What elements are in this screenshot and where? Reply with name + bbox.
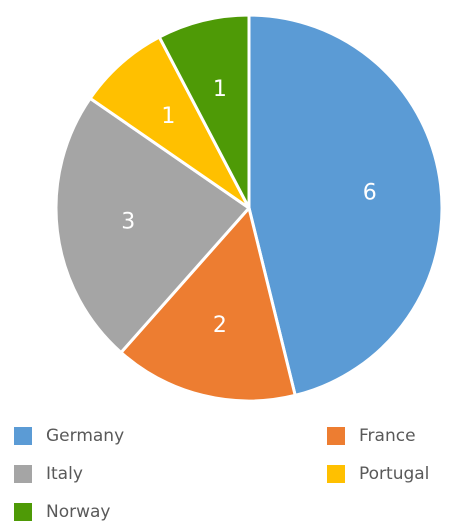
slice-label: 6 [363, 180, 377, 205]
legend-swatch [14, 465, 32, 483]
legend-swatch [14, 503, 32, 521]
legend-swatch [327, 465, 345, 483]
legend-label: Portugal [359, 464, 429, 484]
pie-slice [157, 13, 251, 210]
pie-slice [247, 13, 444, 397]
pie-slice [88, 35, 251, 210]
slice-label: 1 [213, 77, 227, 102]
slice-label: 2 [213, 313, 227, 338]
pie-slice [119, 206, 297, 403]
slice-label: 3 [121, 210, 135, 235]
legend-swatch [14, 427, 32, 445]
legend-swatch [327, 427, 345, 445]
slice-label: 1 [161, 104, 175, 129]
legend-label: Germany [46, 426, 124, 446]
pie-slice [54, 96, 251, 354]
legend-label: Italy [46, 464, 83, 484]
legend-label: Norway [46, 502, 111, 522]
legend-label: France [359, 426, 416, 446]
